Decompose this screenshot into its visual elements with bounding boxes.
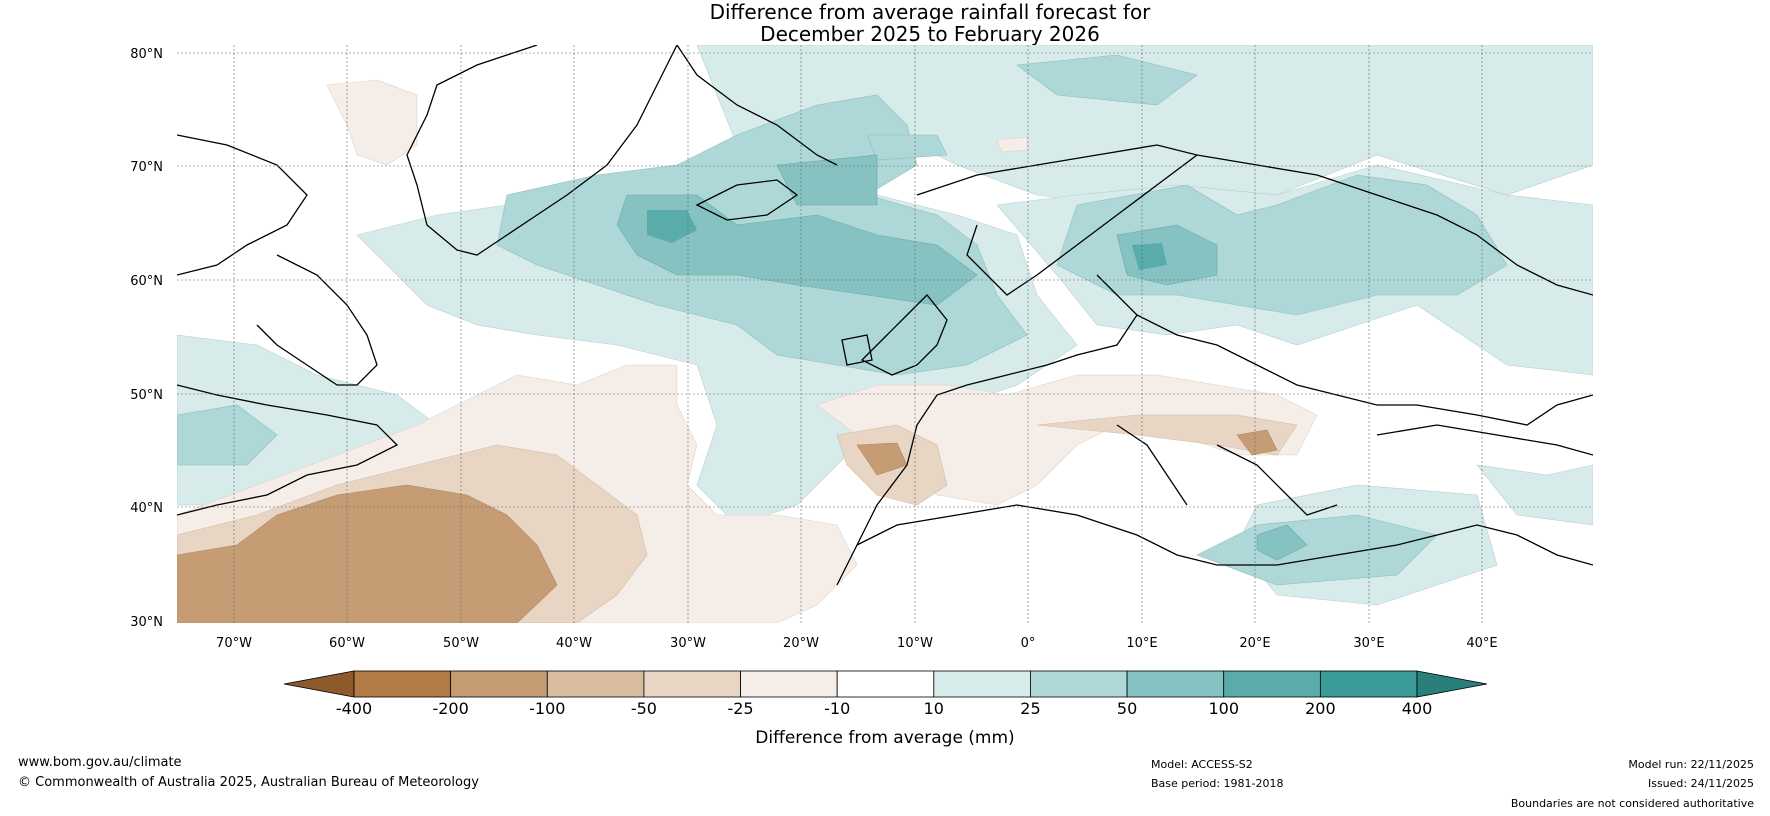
colorbar-tick-label: 400 [1402, 699, 1433, 718]
colorbar-segment [643, 670, 741, 698]
base-period: Base period: 1981-2018 [1151, 777, 1284, 790]
rainfall-anomaly-map [177, 45, 1593, 623]
colorbar-segment [1126, 670, 1225, 698]
lon-label: 50°W [443, 636, 479, 651]
lon-label: 60°W [329, 636, 365, 651]
colorbar-tick-label: -400 [336, 699, 372, 718]
issued-date: Issued: 24/11/2025 [1647, 777, 1754, 790]
colorbar-segment [546, 670, 645, 698]
lon-label: 20°E [1239, 636, 1271, 651]
colorbar-extend-right [1416, 670, 1488, 698]
model-run-date: Model run: 22/11/2025 [1628, 758, 1754, 771]
lat-label: 60°N [130, 274, 163, 289]
lat-label: 30°N [130, 615, 163, 630]
lon-label: 10°W [897, 636, 933, 651]
colorbar-segment [933, 670, 1031, 698]
colorbar-tick-label: -200 [432, 699, 468, 718]
colorbar-segment [836, 670, 935, 698]
disclaimer: Boundaries are not considered authoritat… [1510, 797, 1754, 810]
colorbar-segment [353, 670, 452, 698]
lon-label: 40°E [1466, 636, 1498, 651]
gridlines [177, 45, 1593, 623]
map-title-line-1: Difference from average rainfall forecas… [709, 0, 1151, 24]
colorbar-extend-left [283, 670, 355, 698]
colorbar-segment [740, 670, 838, 698]
lon-label: 30°W [670, 636, 706, 651]
lon-label: 10°E [1126, 636, 1158, 651]
colorbar-segment [1030, 670, 1128, 698]
wet-anomaly-strongest [647, 210, 1167, 270]
colorbar-segment [1223, 670, 1321, 698]
colorbar-tick-label: 100 [1208, 699, 1239, 718]
colorbar-tick-label: 10 [924, 699, 944, 718]
footer-copyright: © Commonwealth of Australia 2025, Austra… [18, 775, 479, 790]
lon-label: 0° [1020, 636, 1036, 651]
colorbar-tick-label: 200 [1305, 699, 1336, 718]
colorbar-tick-label: -100 [529, 699, 565, 718]
dry-anomaly-strong [177, 429, 1278, 623]
colorbar-tick-label: -25 [727, 699, 753, 718]
colorbar-tick-label: 50 [1117, 699, 1137, 718]
footer-url: www.bom.gov.au/climate [18, 755, 182, 770]
lat-label: 70°N [130, 160, 163, 175]
colorbar-tick-label: -50 [631, 699, 657, 718]
colorbar-segment [450, 670, 548, 698]
coastlines [177, 45, 1593, 586]
map-title-line-2: December 2025 to February 2026 [760, 22, 1100, 46]
lon-label: 30°E [1353, 636, 1385, 651]
colorbar-tick-label: -10 [824, 699, 850, 718]
lat-label: 80°N [130, 47, 163, 62]
lat-label: 40°N [130, 501, 163, 516]
lon-label: 20°W [783, 636, 819, 651]
colorbar-segment [1319, 670, 1418, 698]
lon-label: 40°W [556, 636, 592, 651]
colorbar-label: Difference from average (mm) [755, 728, 1015, 748]
lon-label: 70°W [216, 636, 252, 651]
colorbar-tick-label: 25 [1020, 699, 1040, 718]
colorbar: -400 -200 -100 -50 -25 -10 10 25 50 100 200 400 [283, 670, 1488, 718]
model-name: Model: ACCESS-S2 [1151, 758, 1253, 771]
lat-label: 50°N [130, 388, 163, 403]
